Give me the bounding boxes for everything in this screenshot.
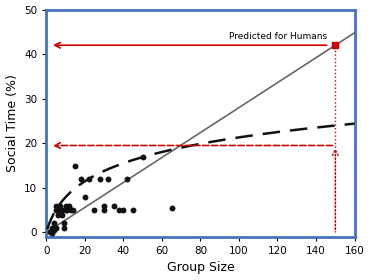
- Point: [49, 231, 55, 235]
- Text: Predicted for Humans: Predicted for Humans: [229, 32, 327, 41]
- Point: [105, 177, 111, 181]
- Point: [63, 204, 68, 208]
- Point: [57, 208, 63, 212]
- Point: [169, 206, 175, 210]
- Point: [91, 208, 97, 212]
- Point: [59, 212, 65, 217]
- Point: [61, 226, 67, 230]
- Point: [61, 221, 67, 226]
- Point: [57, 204, 63, 208]
- Point: [51, 228, 57, 232]
- Point: [78, 177, 84, 181]
- Point: [67, 204, 73, 208]
- Point: [51, 221, 57, 226]
- Point: [139, 154, 145, 159]
- Point: [101, 204, 107, 208]
- Point: [53, 204, 59, 208]
- Point: [55, 208, 61, 212]
- Point: [72, 163, 78, 168]
- Point: [86, 177, 92, 181]
- Point: [70, 208, 76, 212]
- Point: [53, 208, 59, 212]
- Point: [63, 208, 68, 212]
- Point: [47, 230, 53, 235]
- Point: [49, 226, 55, 230]
- Point: [101, 208, 107, 212]
- Point: [82, 195, 88, 199]
- Point: [130, 208, 136, 212]
- Y-axis label: Social Time (%): Social Time (%): [6, 74, 18, 172]
- Point: [55, 212, 61, 217]
- Point: [120, 208, 126, 212]
- Point: [117, 208, 122, 212]
- Point: [124, 177, 130, 181]
- Point: [59, 208, 65, 212]
- Point: [68, 208, 74, 212]
- Point: [53, 226, 59, 230]
- X-axis label: Group Size: Group Size: [166, 262, 234, 274]
- Point: [64, 208, 70, 212]
- Point: [111, 204, 117, 208]
- Point: [97, 177, 103, 181]
